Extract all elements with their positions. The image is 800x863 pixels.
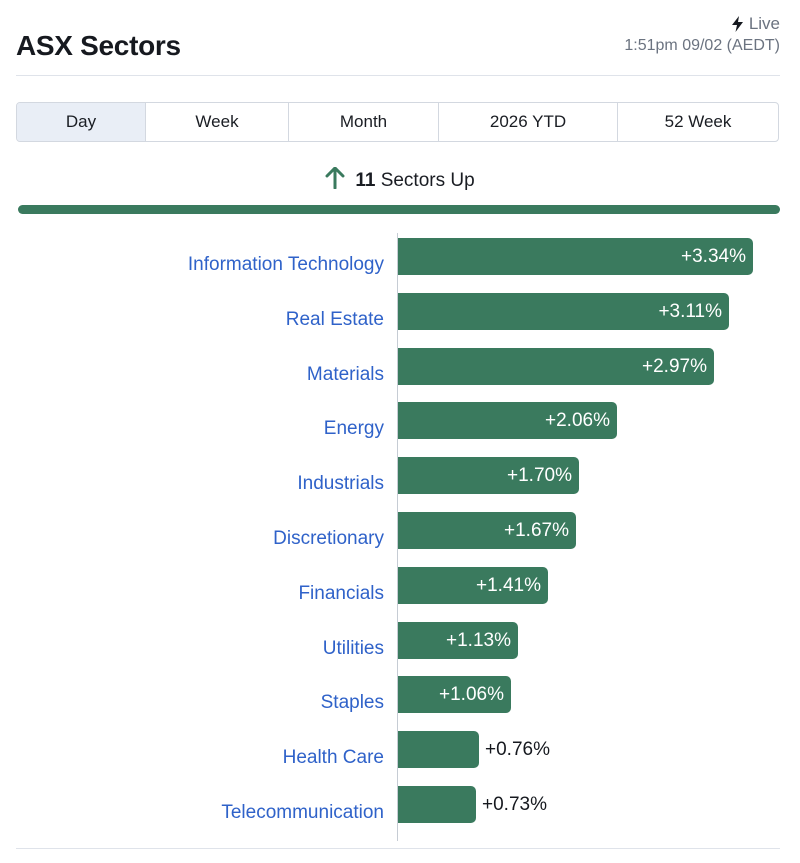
sector-value: +0.73% <box>482 794 547 815</box>
sector-row: Industrials +1.70% <box>0 457 800 495</box>
sector-value: +1.06% <box>439 684 504 706</box>
sector-bar <box>398 347 714 385</box>
sector-row: Materials +2.97% <box>0 347 800 385</box>
sector-row: Utilities +1.13% <box>0 621 800 659</box>
sector-bar <box>398 566 548 604</box>
header-divider <box>16 75 780 76</box>
sector-link[interactable]: Staples <box>320 692 384 714</box>
sector-link[interactable]: Real Estate <box>285 308 384 330</box>
sector-value: +3.11% <box>658 300 722 322</box>
sector-link[interactable]: Information Technology <box>187 254 384 275</box>
sector-value: +1.67% <box>504 520 569 541</box>
sector-link[interactable]: Materials <box>306 363 384 385</box>
sectors-up-text: Sectors Up <box>380 170 475 191</box>
arrow-up-icon <box>325 166 345 195</box>
sector-bar <box>398 292 729 330</box>
sector-link[interactable]: Utilities <box>322 637 384 659</box>
sector-row: Telecommunication +0.73% <box>0 786 800 823</box>
sector-value: +0.76% <box>485 739 550 761</box>
sector-row: Information Technology +3.34% <box>0 238 800 275</box>
live-label: Live <box>748 14 780 33</box>
sector-value: +2.06% <box>545 410 610 432</box>
sectors-up-bar <box>18 205 780 214</box>
sector-value: +1.70% <box>507 465 572 487</box>
sector-bar <box>398 402 617 440</box>
sector-row: Energy +2.06% <box>0 402 800 440</box>
tab-52-week[interactable]: 52 Week <box>664 112 732 131</box>
chart-axis <box>397 233 398 841</box>
sector-row: Discretionary +1.67% <box>0 512 800 549</box>
sector-row: Health Care +0.76% <box>0 731 800 769</box>
sector-bar <box>398 457 579 495</box>
sector-value: +1.41% <box>476 574 541 596</box>
tab-week[interactable]: Week <box>146 103 289 141</box>
sector-value: +3.34% <box>681 246 746 267</box>
sector-value: +1.13% <box>446 629 511 651</box>
page-title: ASX Sectors <box>16 30 181 61</box>
footer-divider <box>16 848 780 849</box>
sector-bar <box>398 786 476 823</box>
sector-bar <box>398 676 511 714</box>
sector-value: +2.97% <box>642 355 707 377</box>
tab-day[interactable]: Day <box>17 103 146 141</box>
tab-2026-ytd[interactable]: 2026 YTD <box>439 103 618 141</box>
sector-link[interactable]: Health Care <box>282 747 384 769</box>
sector-row: Real Estate +3.11% <box>0 292 800 330</box>
timestamp: 1:51pm 09/02 (AEDT) <box>624 37 780 54</box>
live-indicator: Live <box>731 14 780 34</box>
sector-bar <box>398 731 479 769</box>
sector-link[interactable]: Telecommunication <box>221 802 384 823</box>
sector-bar <box>398 512 576 549</box>
sectors-up-count: 11 <box>355 170 376 191</box>
sector-bar <box>398 621 518 659</box>
sector-row: Financials +1.41% <box>0 566 800 604</box>
lightning-icon <box>731 16 743 32</box>
sector-bar <box>398 238 753 275</box>
sector-row: Staples +1.06% <box>0 676 800 714</box>
tab-month[interactable]: Month <box>289 103 439 141</box>
sector-link[interactable]: Industrials <box>297 473 384 495</box>
sectors-summary: 11 Sectors Up <box>0 166 800 195</box>
sector-link[interactable]: Financials <box>298 582 384 604</box>
period-tabs: Day Week Month 2026 YTD 52 Week <box>16 102 779 142</box>
sector-link[interactable]: Discretionary <box>273 528 384 549</box>
sector-link[interactable]: Energy <box>323 418 384 440</box>
